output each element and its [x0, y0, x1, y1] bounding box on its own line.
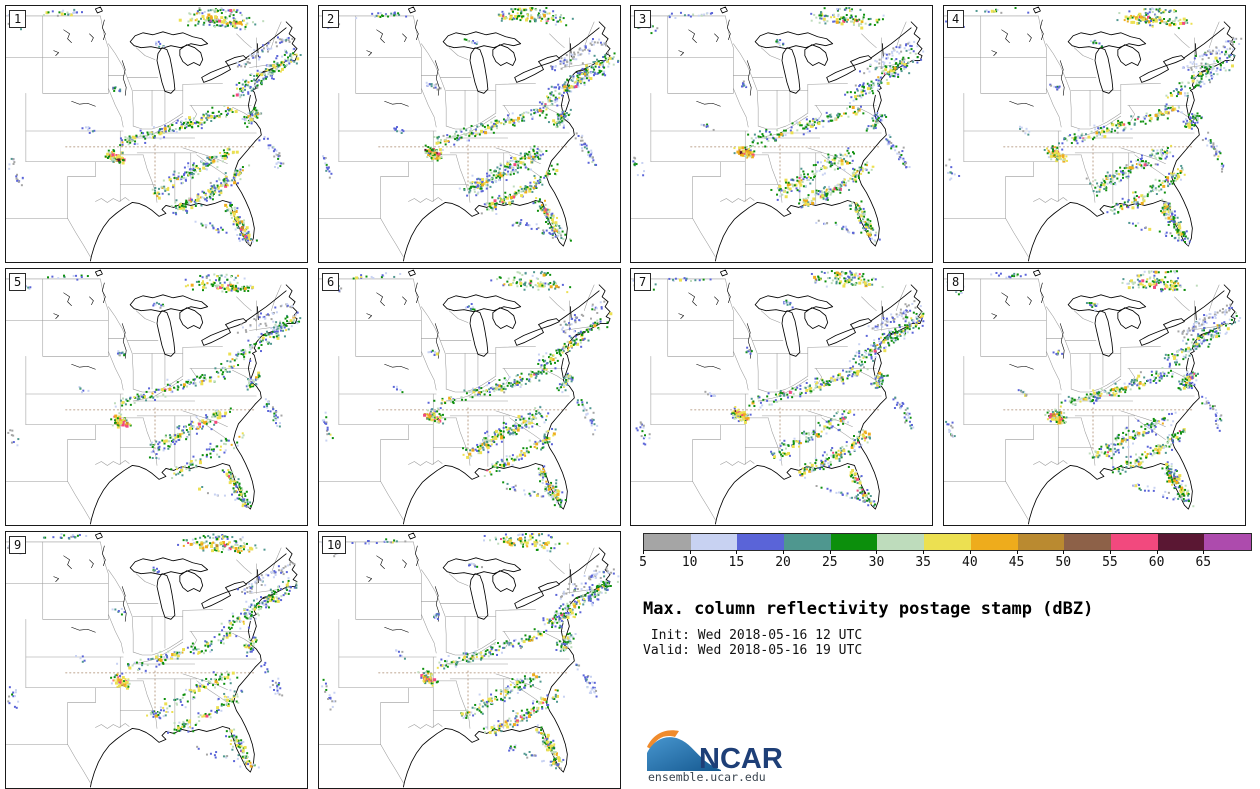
ensemble-site-label: ensemble.ucar.edu — [648, 770, 766, 784]
ncar-swoosh-blue — [647, 737, 721, 771]
reflectivity-colorbar — [643, 533, 1252, 551]
map-panel-5: 5 — [5, 268, 308, 526]
map-panel-2: 2 — [318, 5, 621, 263]
member-number-badge: 2 — [322, 10, 340, 28]
us-map — [6, 269, 302, 525]
member-number-badge: 1 — [9, 10, 27, 28]
member-number-badge: 10 — [322, 536, 347, 554]
colorbar-tick — [736, 550, 738, 554]
us-map — [6, 532, 298, 788]
map-panel-9: 9 — [5, 531, 308, 789]
ncar-logo: NCAR — [645, 727, 805, 775]
colorbar-tick — [876, 550, 878, 554]
colorbar-tick — [689, 550, 691, 554]
ncar-logo-graphic: NCAR — [647, 730, 783, 775]
init-time: Init: Wed 2018-05-16 12 UTC — [643, 628, 863, 643]
us-map — [319, 532, 620, 788]
colorbar-tick — [1109, 550, 1111, 554]
colorbar-segment — [1110, 534, 1158, 550]
member-number-badge: 5 — [9, 273, 27, 291]
colorbar-tick-label: 25 — [821, 555, 838, 570]
us-map — [319, 6, 620, 262]
ncar-logo-text: NCAR — [699, 743, 783, 773]
member-number-badge: 6 — [322, 273, 340, 291]
colorbar-segment — [830, 534, 878, 550]
init-valid-times: Init: Wed 2018-05-16 12 UTC Valid: Wed 2… — [643, 628, 862, 658]
colorbar-tick-label: 20 — [775, 555, 791, 570]
colorbar-tick-label: 45 — [1008, 555, 1025, 570]
member-number-badge: 4 — [947, 10, 965, 28]
colorbar-tick — [783, 550, 785, 554]
colorbar-segment — [877, 534, 925, 550]
us-map — [944, 269, 1242, 525]
member-number-badge: 3 — [634, 10, 652, 28]
colorbar-tick — [643, 550, 644, 554]
colorbar-segment — [1017, 534, 1065, 550]
colorbar-tick-label: 35 — [915, 555, 931, 570]
colorbar-tick — [969, 550, 971, 554]
colorbar-tick-label: 50 — [1055, 555, 1072, 570]
colorbar-tick-label: 40 — [962, 555, 978, 570]
colorbar-segment — [1204, 534, 1251, 550]
colorbar-tick — [1063, 550, 1065, 554]
colorbar-segment — [924, 534, 971, 550]
colorbar-tick-label: 60 — [1148, 555, 1165, 570]
colorbar-segment — [737, 534, 785, 550]
colorbar-segment — [1064, 534, 1111, 550]
colorbar-tick-label: 55 — [1102, 555, 1118, 570]
map-panel-1: 1 — [5, 5, 308, 263]
map-panel-4: 4 — [943, 5, 1246, 263]
figure-title: Max. column reflectivity postage stamp (… — [643, 599, 1094, 619]
member-number-badge: 7 — [634, 273, 652, 291]
colorbar-segment — [970, 534, 1018, 550]
colorbar-segment — [644, 534, 691, 550]
member-number-badge: 9 — [9, 536, 27, 554]
colorbar-tick — [1156, 550, 1158, 554]
colorbar-segment — [690, 534, 738, 550]
us-map — [631, 6, 925, 262]
valid-time: Valid: Wed 2018-05-16 19 UTC — [643, 643, 863, 658]
ncar-swoosh-orange — [647, 730, 679, 749]
us-map — [6, 6, 302, 262]
map-panel-10: 10 — [318, 531, 621, 789]
colorbar-tick-label: 30 — [868, 555, 885, 570]
member-number-badge: 8 — [947, 273, 965, 291]
colorbar-tick-label: 15 — [728, 555, 745, 570]
us-map — [631, 269, 925, 525]
colorbar-tick — [829, 550, 831, 554]
colorbar-tick-label: 65 — [1195, 555, 1212, 570]
us-map — [944, 6, 1243, 262]
map-panel-3: 3 — [630, 5, 933, 263]
us-map — [319, 269, 613, 525]
colorbar-segment — [1157, 534, 1205, 550]
colorbar-segment — [784, 534, 831, 550]
colorbar-tick-label: 5 — [639, 555, 647, 570]
colorbar-tick — [1016, 550, 1018, 554]
colorbar-tick-labels: 5 10 15 20 25 30 35 40 45 50 55 60 65 — [639, 550, 1251, 574]
colorbar-tick-label: 10 — [681, 555, 698, 570]
colorbar-tick — [923, 550, 925, 554]
colorbar-tick — [1203, 550, 1205, 554]
map-panel-7: 7 — [630, 268, 933, 526]
map-panel-8: 8 — [943, 268, 1246, 526]
map-panel-6: 6 — [318, 268, 621, 526]
